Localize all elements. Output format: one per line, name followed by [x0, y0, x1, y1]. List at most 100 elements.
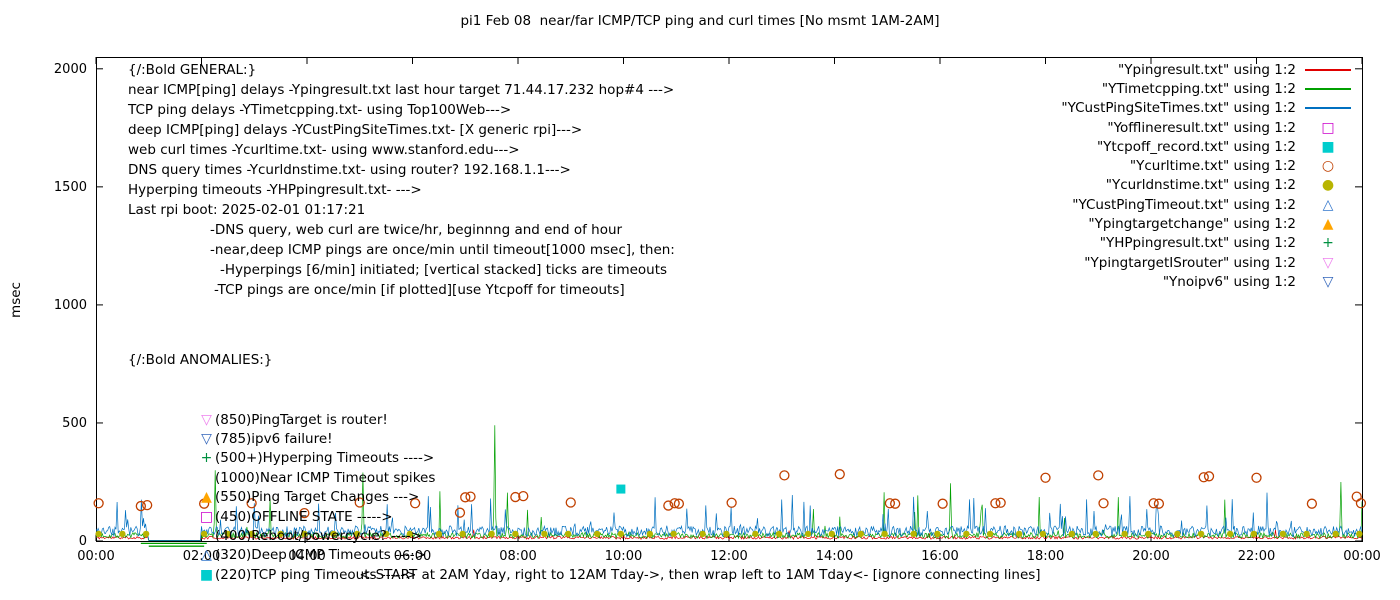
svg-text:00:00: 00:00: [1343, 549, 1380, 564]
legend-entry: "YCustPingTimeout.txt" using 1:2 △: [1061, 195, 1356, 214]
annotation-line: TCP ping delays -YTimetcpping.txt- using…: [128, 102, 512, 118]
filled-circle-icon: ●: [1321, 177, 1335, 194]
legend-label: "YHPpingresult.txt" using 1:2: [1099, 235, 1296, 252]
filled-circle-point: [828, 530, 836, 538]
annotation-line: DNS query times -Ycurldnstime.txt- using…: [128, 162, 571, 178]
filled-circle-point: [119, 530, 126, 538]
svg-text:10:00: 10:00: [605, 549, 642, 564]
filled-circle-point: [646, 530, 654, 538]
legend-entry: "Ypingresult.txt" using 1:2: [1061, 60, 1356, 79]
filled-circle-point: [617, 530, 625, 538]
line-sample-icon: [1300, 87, 1356, 90]
legend-entry: "Ynoipv6" using 1:2 ▽: [1061, 272, 1356, 291]
open-circle-point: [93, 498, 104, 509]
svg-text:08:00: 08:00: [499, 549, 536, 564]
svg-text:22:00: 22:00: [1238, 549, 1275, 564]
anomaly-label: (785)ipv6 failure!: [215, 431, 333, 448]
legend-label: "Ynoipv6" using 1:2: [1162, 273, 1296, 290]
plus-icon: +: [200, 450, 213, 467]
open-circle-point: [990, 498, 1001, 509]
annotation-line: near ICMP[ping] delays -Ypingresult.txt …: [128, 82, 675, 98]
anomaly-item: △ (320)Deep ICMP Timeouts ---->: [128, 546, 435, 565]
legend-entry: "Ypingtargetchange" using 1:2 ▲: [1061, 214, 1356, 233]
anomaly-item: ▽ (785)ipv6 failure!: [128, 429, 435, 448]
filled-circle-point: [382, 530, 390, 538]
anomaly-item: ▲ (550)Ping Target Changes --->: [128, 488, 435, 507]
svg-text:14:00: 14:00: [816, 549, 853, 564]
legend-entry: "YHPpingresult.txt" using 1:2 +: [1061, 234, 1356, 253]
tick-labels: 00:00 02:00 04:00 06:00 08:00 10:00 12:00 14:00…: [54, 62, 1381, 564]
svg-text:00:00: 00:00: [77, 549, 114, 564]
filled-circle-point: [857, 530, 865, 538]
open-circle-point: [246, 498, 257, 509]
general-annotations: {/:Bold GENERAL:} near ICMP[ping] delays …: [128, 60, 675, 300]
anomaly-item: ■ (220)TCP ping Timeouts ----->: [128, 565, 435, 584]
svg-text:1000: 1000: [54, 298, 87, 313]
open-triangle-down-icon: ▽: [1322, 273, 1334, 290]
open-triangle-up-icon: △: [201, 547, 212, 564]
annotation-line: Hyperping timeouts -YHPpingresult.txt- -…: [128, 182, 422, 198]
open-square-icon: □: [199, 508, 214, 525]
filled-circle-point: [1174, 530, 1181, 538]
legend-entry: "YCustPingSiteTimes.txt" using 1:2: [1061, 99, 1356, 118]
filled-circle-point: [1250, 530, 1258, 538]
filled-circle-point: [541, 530, 548, 538]
filled-circle-point: [142, 530, 150, 538]
filled-circle-point: [459, 530, 466, 538]
open-circle-point: [1351, 491, 1362, 502]
open-circle-point: [726, 497, 737, 508]
line-sample: [1305, 87, 1351, 90]
filled-square-icon: ■: [1321, 138, 1335, 155]
point-series: [93, 469, 1367, 538]
legend-entry: "Ycurldnstime.txt" using 1:2 ●: [1061, 176, 1356, 195]
filled-circle-point: [1279, 530, 1287, 538]
filled-circle-point: [670, 530, 677, 538]
filled-circle-point: [435, 530, 443, 538]
anomalies-heading: {/:Bold ANOMALIES:}: [128, 352, 273, 368]
open-circle-point: [663, 500, 674, 511]
open-circle-point: [937, 498, 948, 509]
plus-icon: +: [1322, 235, 1334, 252]
legend-label: "YCustPingSiteTimes.txt" using 1:2: [1061, 100, 1296, 117]
open-circle-point: [1203, 471, 1215, 482]
series-line: [96, 529, 1362, 541]
open-triangle-up-icon: △: [1322, 196, 1334, 213]
filled-circle-point: [1039, 530, 1047, 538]
open-triangle-down-icon: ▽: [201, 431, 212, 448]
filled-circle-point: [248, 530, 255, 538]
open-circle-point: [409, 498, 421, 509]
open-circle-point: [1355, 498, 1367, 509]
legend-label: "Ypingtargetchange" using 1:2: [1088, 216, 1296, 233]
anomaly-label: (220)TCP ping Timeouts ----->: [215, 566, 417, 583]
svg-text:06:00: 06:00: [394, 549, 431, 564]
filled-circle-point: [1092, 530, 1099, 538]
anomaly-item: ▽ (850)PingTarget is router!: [128, 410, 435, 429]
svg-text:18:00: 18:00: [1027, 549, 1064, 564]
legend-label: "Ycurltime.txt" using 1:2: [1129, 158, 1296, 175]
svg-text:20:00: 20:00: [1132, 549, 1169, 564]
open-circle-point: [565, 497, 576, 508]
legend-label: "Yofflineresult.txt" using 1:2: [1107, 119, 1296, 136]
open-circle-point: [465, 491, 476, 502]
open-circle-point: [669, 498, 680, 509]
anomaly-label: (1000)Near ICMP Timeout spikes: [215, 469, 436, 486]
svg-text:16:00: 16:00: [921, 549, 958, 564]
open-circle-point: [460, 492, 471, 503]
open-circle-point: [1251, 472, 1262, 483]
filled-circle-point: [752, 530, 759, 538]
annotation-line: Last rpi boot: 2025-02-01 01:17:21: [128, 202, 366, 218]
open-circle-point: [198, 498, 210, 509]
filled-circle-point: [224, 530, 232, 538]
filled-circle-point: [200, 530, 208, 538]
filled-circle-point: [1197, 530, 1205, 538]
x-axis-label: <-START at 2AM Yday, right to 12AM Tday-…: [359, 567, 1041, 583]
filled-circle-point: [406, 530, 414, 538]
open-circle-point: [884, 498, 896, 509]
open-circle-point: [779, 470, 790, 481]
filled-circle-point: [881, 530, 888, 538]
svg-text:0: 0: [79, 534, 87, 549]
filled-square-point: [616, 484, 626, 494]
filled-circle-point: [986, 530, 994, 538]
filled-circle-point: [723, 530, 730, 538]
